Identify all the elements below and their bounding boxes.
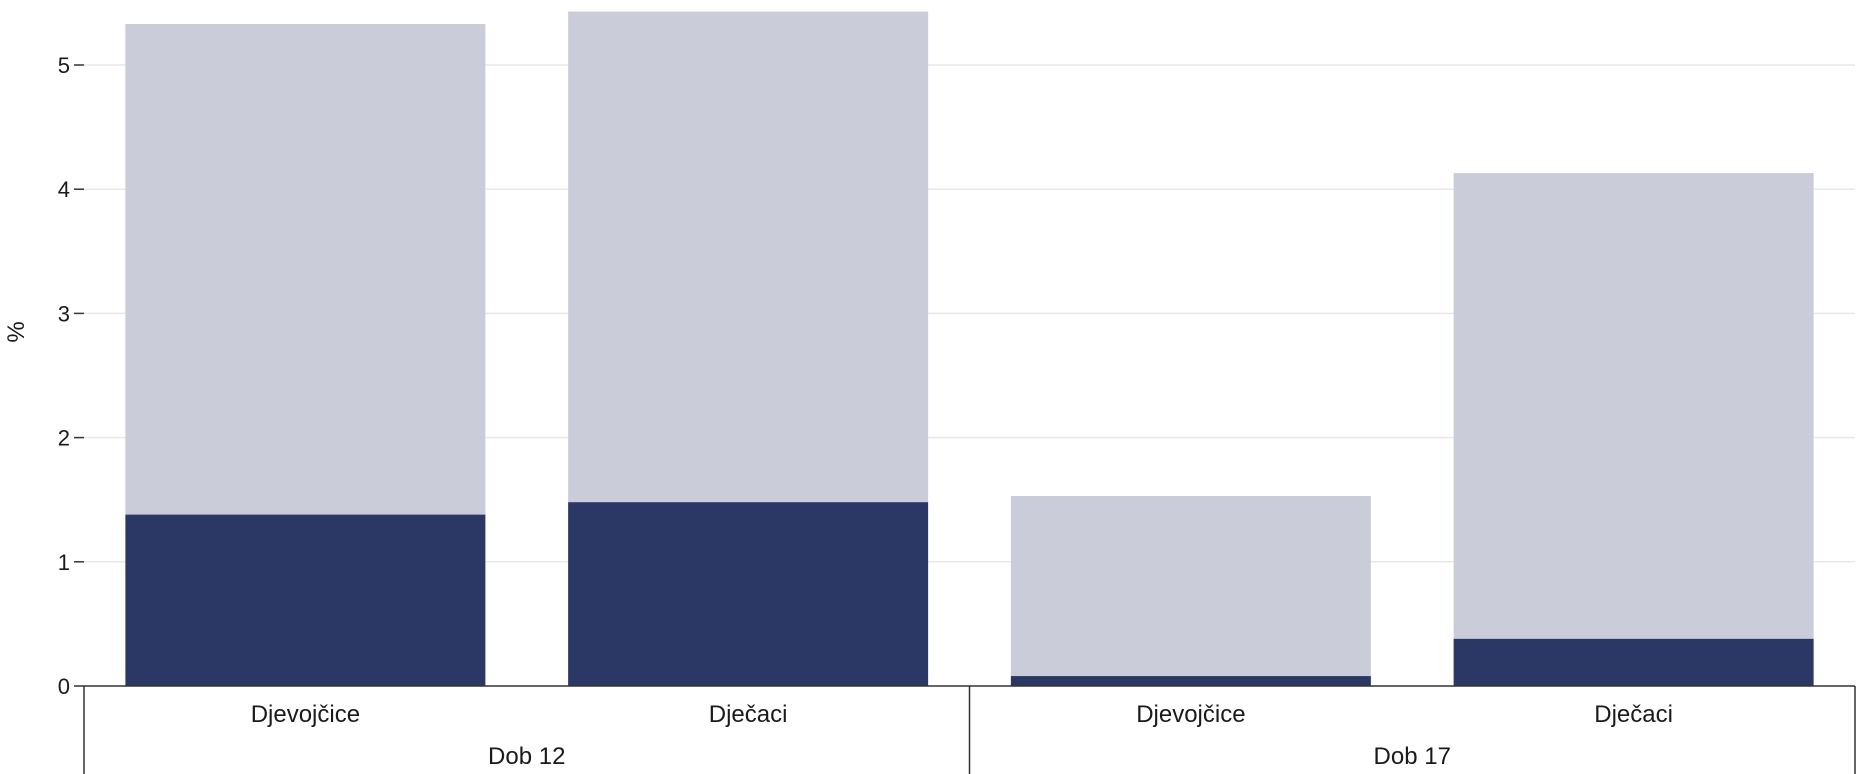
y-tick-labels: 0 1 2 3 4 5 — [58, 53, 84, 699]
y-tick-label: 1 — [58, 550, 70, 575]
y-tick-label: 2 — [58, 426, 70, 451]
category-label: Djevojčice — [1136, 701, 1245, 728]
y-tick-label: 3 — [58, 301, 70, 326]
axes — [83, 685, 1856, 774]
bars — [125, 11, 1814, 686]
y-tick-label: 4 — [58, 177, 70, 202]
bar-lower-segment — [1010, 676, 1371, 686]
category-label: Dječaci — [1594, 701, 1673, 728]
y-axis-label: % — [3, 321, 30, 342]
bar-lower-segment — [1453, 638, 1814, 686]
bar-upper-segment — [1010, 495, 1371, 677]
y-tick-label: 5 — [58, 53, 70, 78]
bar-upper-segment — [1453, 173, 1814, 639]
group-label: Dob 17 — [1374, 743, 1451, 770]
bar-upper-segment — [125, 24, 486, 515]
group-label: Dob 12 — [488, 743, 565, 770]
category-label: Dječaci — [709, 701, 788, 728]
bar-lower-segment — [125, 514, 486, 686]
category-label: Djevojčice — [251, 701, 360, 728]
bar-upper-segment — [568, 11, 929, 503]
y-tick-label: 0 — [58, 674, 70, 699]
bar-lower-segment — [568, 502, 929, 686]
x-labels: Djevojčice Dječaci Dob 12 Djevojčice Dječaci… — [251, 701, 1673, 770]
